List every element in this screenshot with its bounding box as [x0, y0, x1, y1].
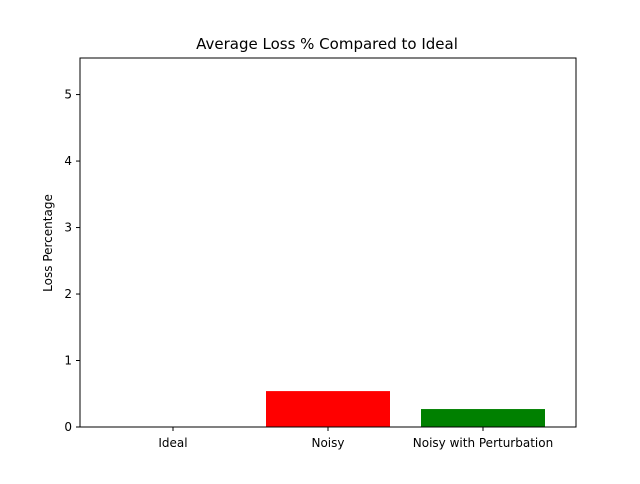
x-tick-label: Ideal — [158, 436, 187, 450]
y-tick-label: 2 — [64, 287, 72, 301]
y-tick-label: 5 — [64, 88, 72, 102]
bar-noisy-with-perturbation — [421, 409, 545, 427]
x-tick-label: Noisy with Perturbation — [413, 436, 553, 450]
y-axis-label: Loss Percentage — [41, 194, 55, 292]
y-tick-label: 0 — [64, 420, 72, 434]
ticks-layer: Ideal Noisy Noisy with Perturbation 0 1 2 3 4 5 — [64, 88, 553, 450]
x-tick-label: Noisy — [311, 436, 344, 450]
bar-noisy — [266, 391, 390, 427]
bars-layer — [266, 391, 545, 427]
y-tick-label: 1 — [64, 354, 72, 368]
y-tick-label: 3 — [64, 221, 72, 235]
y-tick-label: 4 — [64, 154, 72, 168]
plot-frame — [79, 57, 577, 428]
chart-title: Average Loss % Compared to Ideal — [196, 35, 458, 53]
